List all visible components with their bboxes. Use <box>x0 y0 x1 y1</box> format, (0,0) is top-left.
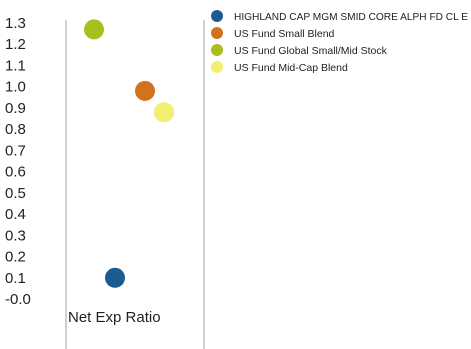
legend: HIGHLAND CAP MGM SMID CORE ALPH FD CL E U… <box>211 10 468 74</box>
legend-label: US Fund Small Blend <box>234 28 335 40</box>
y-tick-label: 0.7 <box>5 142 26 159</box>
y-tick-label: 1.3 <box>5 15 26 32</box>
legend-label: US Fund Mid-Cap Blend <box>234 62 348 74</box>
legend-marker <box>211 10 223 22</box>
y-tick-label: 0.4 <box>5 206 26 223</box>
legend-marker <box>211 27 223 39</box>
legend-marker <box>211 44 223 56</box>
y-tick-label: 0.8 <box>5 121 26 138</box>
data-point <box>84 19 104 40</box>
y-tick-label: 1.1 <box>5 58 26 75</box>
legend-label: HIGHLAND CAP MGM SMID CORE ALPH FD CL E <box>234 11 468 23</box>
y-tick-label: 0.2 <box>5 249 26 266</box>
x-axis-label: Net Exp Ratio <box>68 309 161 326</box>
y-tick-label: 1.2 <box>5 36 26 53</box>
legend-label: US Fund Global Small/Mid Stock <box>234 45 388 57</box>
legend-marker <box>211 61 223 73</box>
data-point <box>105 267 125 288</box>
y-tick-label: 0.5 <box>5 185 26 202</box>
y-tick-label: 1.0 <box>5 79 26 96</box>
y-tick-label: 0.3 <box>5 227 26 244</box>
y-tick-label: 0.9 <box>5 100 26 117</box>
y-tick-label: 0.6 <box>5 164 26 181</box>
data-point <box>154 102 174 123</box>
data-point <box>135 80 155 101</box>
y-axis: -0.0 0.1 0.2 0.3 0.4 0.5 0.6 0.7 0.8 0.9 1.0 1.1 1.2… <box>5 15 31 308</box>
data-points <box>84 19 174 288</box>
y-tick-label: 0.1 <box>5 270 26 287</box>
y-tick-label: -0.0 <box>5 291 31 308</box>
